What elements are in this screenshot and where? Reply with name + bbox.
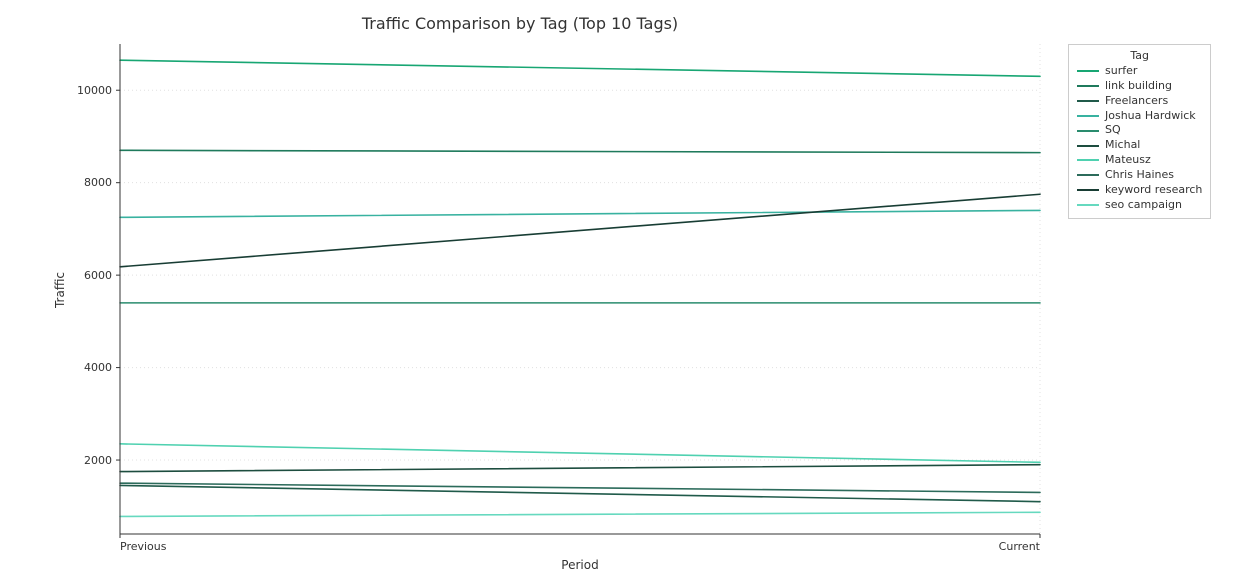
- series-line: [120, 60, 1040, 76]
- traffic-chart: Traffic Comparison by Tag (Top 10 Tags) …: [0, 0, 1248, 582]
- x-tick-label: Current: [999, 540, 1040, 553]
- legend-label: SQ: [1105, 123, 1121, 138]
- legend-item: Freelancers: [1077, 94, 1202, 109]
- legend-label: Chris Haines: [1105, 168, 1174, 183]
- x-axis-label: Period: [561, 558, 598, 572]
- y-tick-label: 6000: [84, 269, 112, 282]
- legend-swatch: [1077, 159, 1099, 161]
- legend-item: Michal: [1077, 138, 1202, 153]
- legend-item: Mateusz: [1077, 153, 1202, 168]
- legend-swatch: [1077, 130, 1099, 132]
- legend-label: surfer: [1105, 64, 1137, 79]
- legend-label: Michal: [1105, 138, 1140, 153]
- y-tick-label: 2000: [84, 454, 112, 467]
- y-tick-label: 8000: [84, 176, 112, 189]
- legend-label: link building: [1105, 79, 1172, 94]
- series-line: [120, 150, 1040, 152]
- chart-title: Traffic Comparison by Tag (Top 10 Tags): [0, 14, 1040, 33]
- legend-item: link building: [1077, 79, 1202, 94]
- legend-label: Freelancers: [1105, 94, 1168, 109]
- legend: Tag surferlink buildingFreelancersJoshua…: [1068, 44, 1211, 219]
- legend-item: SQ: [1077, 123, 1202, 138]
- legend-label: Joshua Hardwick: [1105, 109, 1196, 124]
- legend-label: seo campaign: [1105, 198, 1182, 213]
- legend-swatch: [1077, 115, 1099, 117]
- legend-swatch: [1077, 85, 1099, 87]
- legend-swatch: [1077, 204, 1099, 206]
- legend-swatch: [1077, 189, 1099, 191]
- series-line: [120, 465, 1040, 472]
- legend-label: keyword research: [1105, 183, 1202, 198]
- legend-label: Mateusz: [1105, 153, 1151, 168]
- y-tick-label: 4000: [84, 361, 112, 374]
- legend-swatch: [1077, 174, 1099, 176]
- legend-item: keyword research: [1077, 183, 1202, 198]
- x-tick-label: Previous: [120, 540, 167, 553]
- plot-svg: [120, 44, 1040, 534]
- legend-item: surfer: [1077, 64, 1202, 79]
- legend-title: Tag: [1077, 49, 1202, 62]
- legend-swatch: [1077, 145, 1099, 147]
- legend-swatch: [1077, 100, 1099, 102]
- legend-item: Joshua Hardwick: [1077, 109, 1202, 124]
- legend-item: seo campaign: [1077, 198, 1202, 213]
- series-line: [120, 512, 1040, 516]
- series-line: [120, 210, 1040, 217]
- y-axis-label: Traffic: [53, 272, 67, 308]
- legend-swatch: [1077, 70, 1099, 72]
- y-tick-label: 10000: [77, 84, 112, 97]
- series-line: [120, 194, 1040, 267]
- legend-item: Chris Haines: [1077, 168, 1202, 183]
- plot-area: [120, 44, 1040, 534]
